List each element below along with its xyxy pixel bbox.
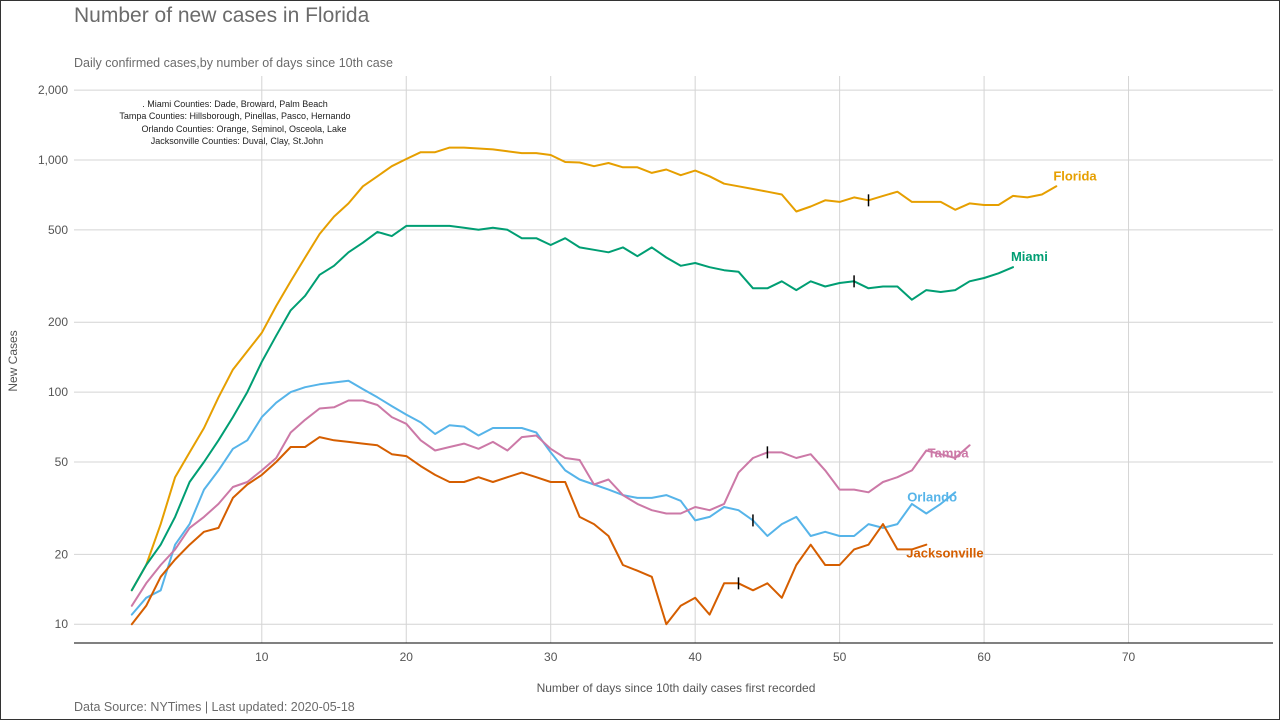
- x-tick-label: 50: [833, 650, 847, 664]
- y-tick-label: 50: [55, 455, 69, 469]
- series-label-orlando: Orlando: [907, 489, 957, 504]
- series-line-tampa: [130, 399, 971, 607]
- series-line-jacksonville: [130, 436, 928, 626]
- y-tick-label: 500: [48, 223, 68, 237]
- series-label-miami: Miami: [1011, 249, 1048, 264]
- note-orlando: Orlando Counties: Orange, Seminol, Osceo…: [141, 124, 346, 134]
- series-line-miami: [130, 224, 1014, 592]
- y-tick-label: 200: [48, 315, 68, 329]
- series-label-tampa: Tampa: [928, 445, 970, 460]
- y-tick-label: 10: [55, 617, 69, 631]
- chart-title: Number of new cases in Florida: [74, 4, 370, 27]
- note-jacksonville: Jacksonville Counties: Duval, Clay, St.J…: [151, 136, 323, 146]
- y-axis-ticks: 10 20 50 100 200 500 1,000 2,000: [38, 83, 68, 631]
- series-label-florida: Florida: [1053, 168, 1097, 183]
- x-tick-label: 10: [255, 650, 269, 664]
- x-tick-label: 60: [977, 650, 991, 664]
- x-tick-label: 70: [1122, 650, 1136, 664]
- series-labels: Florida Miami Orlando Tampa Jacksonville: [906, 168, 1097, 560]
- note-tampa: Tampa Counties: Hillsborough, Pinellas, …: [119, 111, 350, 121]
- county-notes: . Miami Counties: Dade, Broward, Palm Be…: [119, 99, 350, 146]
- y-tick-label: 20: [55, 547, 69, 561]
- series-lines: [130, 146, 1058, 626]
- x-axis-title: Number of days since 10th daily cases fi…: [537, 681, 816, 695]
- x-tick-label: 20: [400, 650, 414, 664]
- x-tick-label: 40: [688, 650, 702, 664]
- x-tick-label: 30: [544, 650, 558, 664]
- y-tick-label: 2,000: [38, 83, 68, 97]
- y-axis-title: New Cases: [6, 330, 20, 391]
- chart-subtitle: Daily confirmed cases,by number of days …: [74, 56, 393, 70]
- y-tick-label: 100: [48, 385, 68, 399]
- series-line-florida: [130, 146, 1058, 592]
- series-label-jacksonville: Jacksonville: [906, 546, 983, 561]
- data-source-caption: Data Source: NYTimes | Last updated: 202…: [74, 700, 355, 714]
- series-markers: [737, 194, 870, 590]
- y-tick-label: 1,000: [38, 153, 68, 167]
- grid-lines: [74, 76, 1273, 643]
- note-miami: . Miami Counties: Dade, Broward, Palm Be…: [142, 99, 328, 109]
- series-line-orlando: [130, 379, 957, 616]
- x-axis-ticks: 10 20 30 40 50 60 70: [255, 650, 1135, 664]
